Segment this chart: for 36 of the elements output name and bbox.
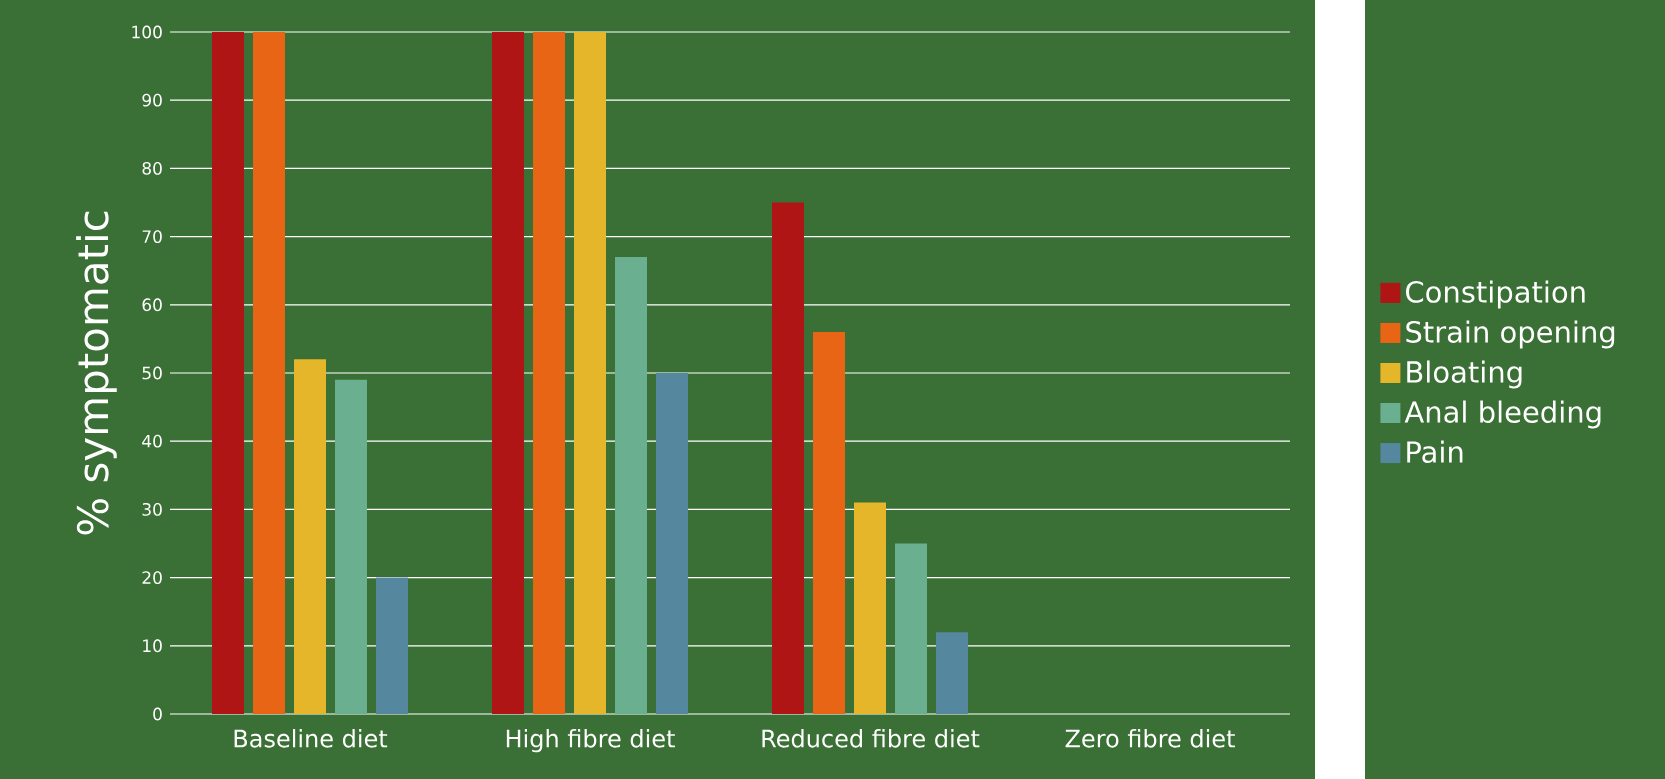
- bar: [376, 577, 408, 714]
- bar: [615, 257, 647, 714]
- legend-label: Anal bleeding: [1404, 400, 1601, 429]
- y-tick-label: 60: [142, 298, 162, 312]
- legend-label: Constipation: [1406, 280, 1585, 309]
- y-tick-label: 40: [142, 434, 162, 448]
- y-tick-label: 90: [142, 93, 162, 107]
- bar: [212, 31, 245, 714]
- bar: [574, 31, 607, 714]
- bar: [895, 543, 928, 714]
- bar: [533, 31, 565, 714]
- y-tick-label: 0: [153, 707, 162, 721]
- legend-label: Bloating: [1407, 360, 1522, 389]
- bar: [656, 372, 689, 714]
- y-tick-label: 70: [142, 230, 162, 244]
- legend-label: Pain: [1407, 440, 1463, 463]
- bar: [335, 379, 368, 714]
- y-tick-label: 80: [142, 161, 162, 175]
- legend-label: Strain opening: [1406, 320, 1615, 349]
- bar: [253, 31, 286, 714]
- bar: [854, 502, 886, 714]
- bar: [813, 332, 846, 714]
- x-tick-label: Zero fibre diet: [1065, 729, 1235, 748]
- x-tick-label: Reduced fibre diet: [762, 729, 980, 748]
- x-tick-label: High fibre diet: [506, 729, 675, 753]
- bar: [492, 31, 525, 714]
- y-tick-label: 50: [142, 366, 162, 380]
- bar: [772, 202, 804, 714]
- bar: [936, 632, 969, 714]
- x-tick-label: Baseline diet: [234, 729, 388, 748]
- y-tick-label: 10: [143, 639, 162, 653]
- bar: [294, 359, 326, 714]
- y-axis-title: % symptomatic: [76, 211, 117, 535]
- y-tick-label: 20: [142, 571, 162, 585]
- y-tick-label: 100: [132, 25, 162, 39]
- y-tick-label: 30: [142, 502, 162, 516]
